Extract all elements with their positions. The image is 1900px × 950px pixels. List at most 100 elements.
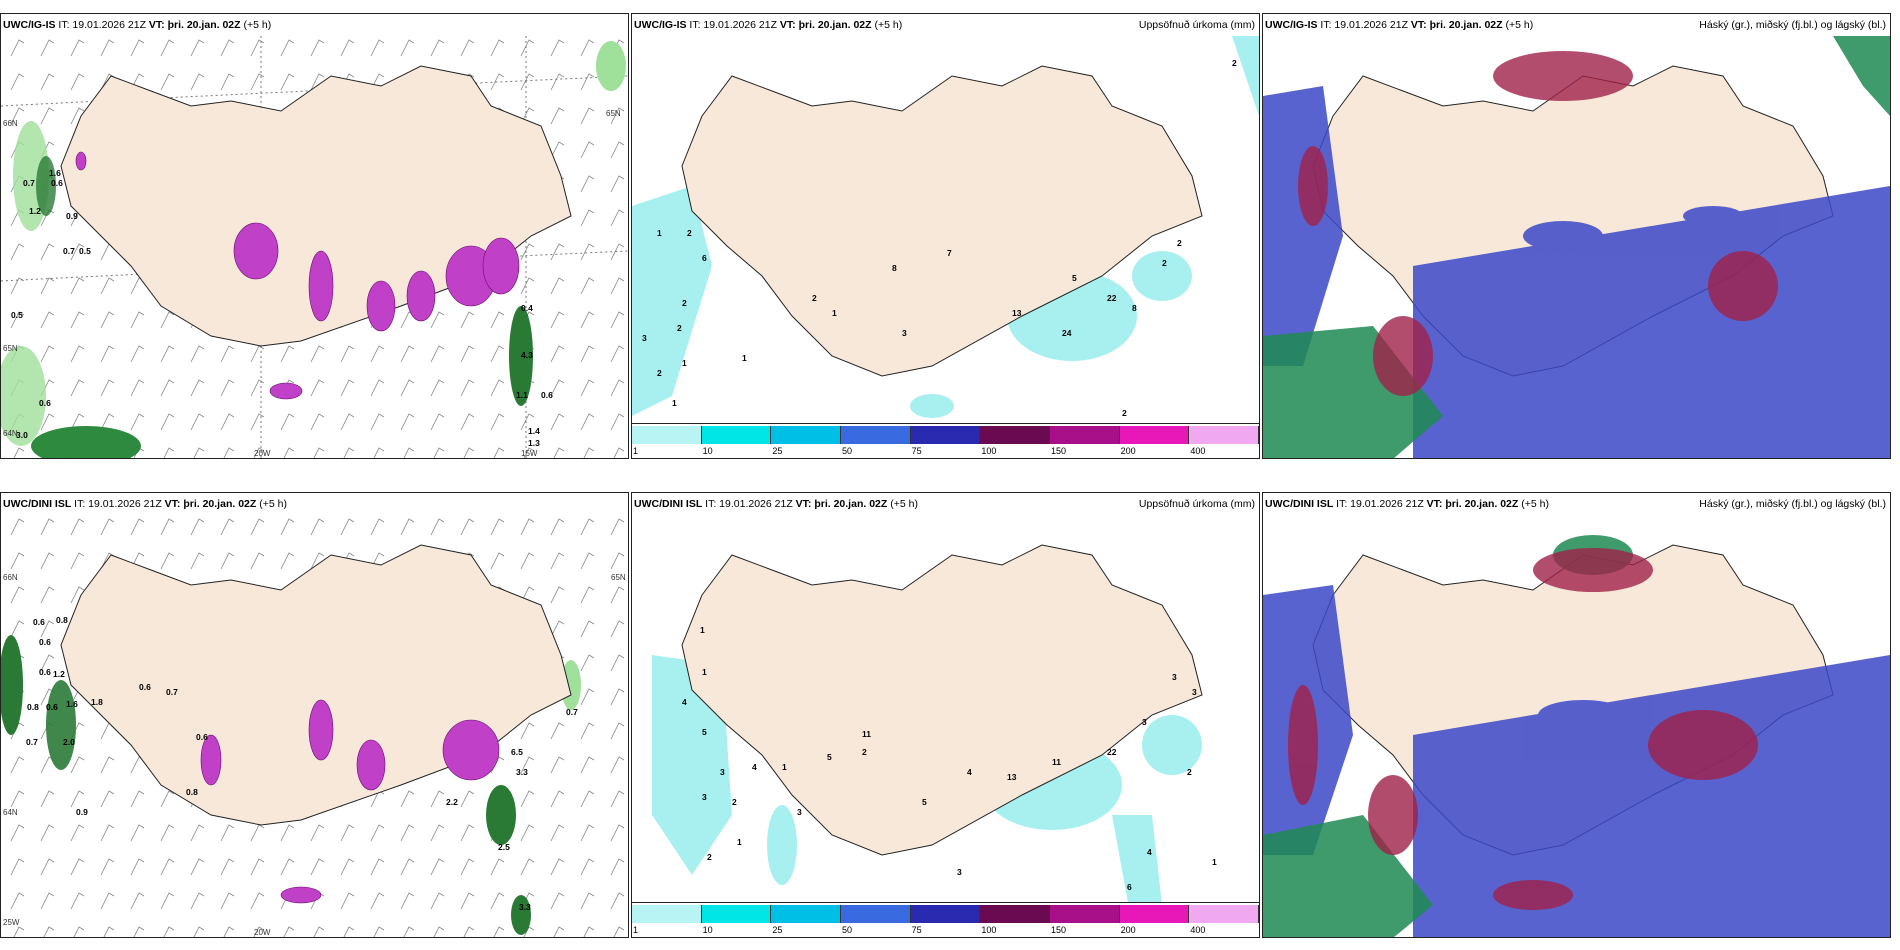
colorbar-swatch	[701, 905, 772, 923]
wind-barb	[130, 39, 145, 57]
wind-barb	[520, 824, 535, 842]
map-area[interactable]: 1 1 4 5 3 3 2 1 3 2 4 1 5 2 11 4 13 5 11…	[632, 515, 1259, 937]
wind-barb	[190, 892, 205, 910]
wind-barb	[313, 926, 325, 937]
wind-barb	[130, 518, 145, 536]
wind-barb	[190, 552, 205, 570]
panel-precip-dini: UWC/DINI ISL IT: 19.01.2026 21Z VT: þri.…	[631, 492, 1260, 938]
wind-barb	[550, 790, 565, 808]
value-label: 1	[742, 353, 747, 363]
colorbar-label: 150	[1051, 446, 1067, 456]
wind-barb	[130, 790, 145, 808]
colorbar-label: 25	[772, 446, 783, 456]
wind-barb	[160, 39, 175, 57]
wind-barb	[610, 620, 625, 638]
wind-barb	[580, 243, 595, 261]
wind-barb	[220, 345, 235, 363]
wind-barb	[430, 858, 445, 876]
panel-title-right: Uppsöfnuð úrkoma (mm)	[1138, 19, 1255, 31]
wind-barb	[220, 413, 235, 431]
wind-barb	[610, 209, 625, 227]
wind-barb	[40, 858, 55, 876]
colorbar-label: 75	[911, 925, 922, 935]
model-label: UWC/DINI ISL	[3, 498, 72, 510]
wind-barb	[130, 892, 145, 910]
wind-barb	[130, 858, 145, 876]
value-label: 5	[702, 727, 707, 737]
offset-label: (+5 h)	[243, 19, 272, 31]
wind-barb	[430, 892, 445, 910]
colorbar-swatch	[1119, 905, 1190, 923]
vt-label: VT: þri. 20.jan. 02Z	[148, 19, 241, 31]
axis-label: 65N	[606, 109, 621, 118]
wind-barb	[40, 413, 55, 431]
wind-barb	[580, 552, 595, 570]
wind-barb	[70, 107, 85, 125]
wind-barb	[610, 311, 625, 329]
colorbar-label: 400	[1190, 925, 1206, 935]
map-value-labels: 2 1 2 6 2 2 3 1 2 1 1 7 8 2 1 3 13 24 22…	[642, 58, 1237, 438]
wind-barb	[40, 243, 55, 261]
wind-barb	[613, 926, 625, 937]
green-precip-shading	[1, 41, 626, 458]
wind-barb	[490, 518, 505, 536]
wind-barb	[310, 345, 325, 363]
map-canvas: 0.7 1.6 0.6 1.2 0.9 0.7 0.5 0.5 0.6 3.0 …	[1, 36, 628, 458]
wind-barb	[70, 39, 85, 57]
wind-barb	[10, 586, 25, 604]
wind-barb	[610, 892, 625, 910]
map-area[interactable]	[1263, 515, 1890, 937]
wind-barb	[610, 824, 625, 842]
map-area[interactable]: 2 1 2 6 2 2 3 1 2 1 1 7 8 2 1 3 13 24 22…	[632, 36, 1259, 458]
wind-barb	[580, 688, 595, 706]
offset-label: (+5 h)	[1505, 19, 1534, 31]
wind-barb	[550, 824, 565, 842]
value-label: 2	[862, 747, 867, 757]
colorbar-swatch	[980, 905, 1051, 923]
wind-barb	[280, 39, 295, 57]
wind-barb	[190, 413, 205, 431]
map-area[interactable]	[1263, 36, 1890, 458]
value-label: 1.2	[29, 206, 41, 216]
wind-barb	[313, 447, 325, 458]
value-label: 8	[1132, 303, 1137, 313]
model-label: UWC/IG-IS	[3, 19, 56, 31]
wind-barb	[100, 379, 115, 397]
iceland-landmass	[681, 544, 1203, 856]
low-cloud	[1263, 86, 1890, 458]
map-area[interactable]: 0.6 0.8 0.6 0.6 1.2 0.8 0.6 1.6 1.8 0.6 …	[1, 515, 628, 937]
wind-barb	[373, 447, 385, 458]
wind-barb	[250, 824, 265, 842]
wind-barb	[550, 620, 565, 638]
wind-barb	[100, 858, 115, 876]
value-label: 0.5	[11, 310, 23, 320]
wind-barb	[550, 311, 565, 329]
vt-label: VT: þri. 20.jan. 02Z	[779, 19, 872, 31]
wind-barb	[160, 345, 175, 363]
wind-barb	[160, 824, 175, 842]
wind-barb	[280, 518, 295, 536]
wind-barb	[400, 892, 415, 910]
wind-barb	[310, 824, 325, 842]
wind-barb	[580, 277, 595, 295]
value-label: 0.8	[186, 787, 198, 797]
value-label: 3	[902, 328, 907, 338]
value-label: 4	[1147, 847, 1152, 857]
colorbar-swatch	[1050, 426, 1120, 444]
wind-barb	[70, 892, 85, 910]
value-label: 3.3	[519, 902, 531, 912]
map-area[interactable]: 0.7 1.6 0.6 1.2 0.9 0.7 0.5 0.5 0.6 3.0 …	[1, 36, 628, 458]
wind-barb	[40, 892, 55, 910]
wind-barb	[520, 277, 535, 295]
value-label: 4.3	[521, 350, 533, 360]
wind-barb	[433, 447, 445, 458]
wind-barb	[40, 311, 55, 329]
wind-barb	[280, 413, 295, 431]
wind-barb	[610, 552, 625, 570]
vt-label: VT: þri. 20.jan. 02Z	[795, 498, 888, 510]
wind-barb	[223, 447, 235, 458]
it-label: IT: 19.01.2026 21Z	[58, 19, 146, 31]
value-label: 2	[1122, 408, 1127, 418]
offset-label: (+5 h)	[890, 498, 918, 510]
wind-barb	[580, 209, 595, 227]
